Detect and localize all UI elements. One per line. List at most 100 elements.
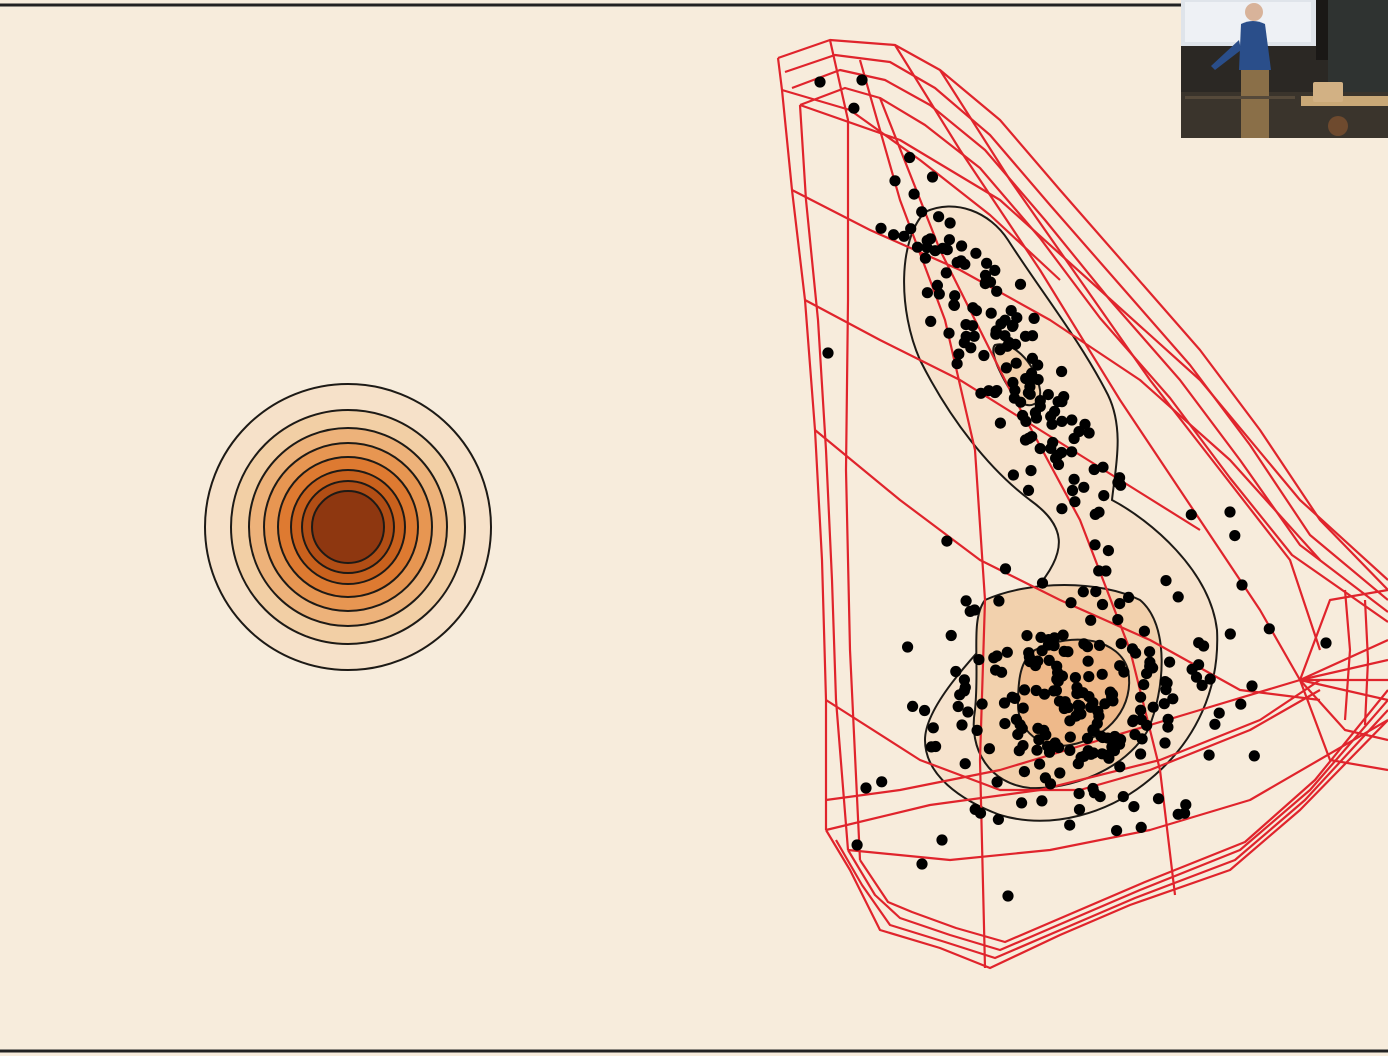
sample-point	[1248, 750, 1260, 762]
sample-point	[927, 722, 939, 734]
sample-point	[1064, 731, 1076, 743]
sample-point	[1035, 631, 1047, 644]
sample-point	[943, 327, 955, 339]
sample-point	[994, 417, 1007, 429]
sample-point	[958, 685, 970, 697]
sample-point	[1023, 647, 1035, 659]
sample-point	[1180, 799, 1192, 811]
sample-point	[936, 834, 948, 846]
sample-point	[1112, 614, 1124, 626]
sample-point	[991, 650, 1003, 662]
sample-point	[1069, 496, 1081, 508]
lecturer-video-overlay	[1181, 0, 1388, 138]
sample-point	[1096, 668, 1108, 680]
lecturer-figure	[1211, 3, 1271, 138]
sample-point	[907, 700, 919, 713]
sample-point	[1198, 640, 1210, 652]
deformed-grid-mesh	[776, 38, 1388, 970]
sample-point	[1135, 704, 1147, 716]
sample-point	[1073, 788, 1085, 800]
sample-point	[1162, 713, 1174, 725]
sample-point	[1152, 793, 1165, 805]
mesh-line-2	[784, 53, 1388, 601]
sample-point	[959, 258, 971, 270]
sample-point	[1034, 443, 1046, 455]
sample-point	[1179, 807, 1191, 819]
sample-point	[1010, 713, 1023, 726]
sample-point	[960, 595, 972, 607]
sample-point	[904, 151, 916, 164]
sample-point	[1114, 761, 1126, 773]
mesh-line-12	[858, 59, 987, 969]
sample-point	[1185, 509, 1197, 521]
sample-point	[1008, 392, 1021, 404]
sample-point	[1085, 701, 1097, 713]
sample-point	[1042, 740, 1054, 752]
mesh-line-1	[777, 38, 1388, 591]
sample-point	[1159, 737, 1171, 749]
mesh-line-21	[847, 719, 1388, 862]
sample-point	[978, 349, 990, 362]
sample-point	[1144, 646, 1156, 658]
sample-point	[989, 264, 1001, 276]
sample-point	[999, 718, 1011, 730]
sample-point	[1009, 692, 1021, 705]
sample-point	[1032, 722, 1044, 735]
sample-point	[1102, 732, 1114, 744]
sample-point	[1102, 545, 1114, 557]
sample-point	[1017, 409, 1029, 422]
sample-point	[926, 171, 939, 183]
sample-point	[1002, 890, 1014, 902]
sample-point	[1203, 749, 1215, 761]
sample-point	[1089, 508, 1101, 520]
sample-point	[1066, 446, 1078, 458]
sample-point	[1036, 795, 1048, 807]
sample-point	[993, 595, 1005, 607]
sample-point	[1087, 782, 1099, 795]
sample-point	[1050, 684, 1062, 697]
mesh-line-11	[828, 39, 862, 861]
sample-point	[933, 211, 945, 223]
sample-point	[1320, 637, 1332, 649]
mesh-line-17	[791, 189, 1321, 561]
sample-point	[876, 776, 888, 788]
sample-point	[1052, 458, 1065, 471]
sample-point	[970, 305, 983, 317]
sample-point	[1090, 586, 1102, 598]
sample-point	[1236, 579, 1248, 591]
sample-point	[1053, 742, 1065, 754]
sample-point	[940, 267, 952, 279]
sample-point	[960, 330, 972, 343]
sample-point	[969, 604, 981, 616]
mesh-line-16	[799, 103, 1388, 581]
sample-point	[1209, 718, 1221, 730]
sample-point	[1043, 654, 1055, 667]
sample-point	[1068, 473, 1080, 485]
sample-point	[999, 314, 1011, 326]
sample-point	[1135, 748, 1147, 760]
sample-point	[1056, 670, 1068, 682]
sample-point	[1069, 672, 1081, 684]
sample-point	[1114, 738, 1126, 750]
sample-point	[981, 257, 993, 269]
mesh-line-15	[939, 69, 1322, 651]
sample-point	[1100, 565, 1112, 577]
sample-point	[1065, 597, 1077, 609]
sample-point	[1056, 415, 1068, 427]
sample-point	[1042, 389, 1054, 401]
sample-point	[985, 307, 997, 319]
mesh-line-9	[776, 57, 828, 830]
sample-point	[1138, 679, 1150, 691]
sample-point	[908, 188, 920, 200]
sample-point	[1064, 819, 1076, 831]
mesh-line-31	[1343, 589, 1352, 721]
sample-point	[1246, 680, 1258, 692]
sample-point	[919, 252, 932, 264]
sample-point	[1093, 639, 1106, 652]
sample-point	[1114, 660, 1126, 672]
sample-point	[888, 229, 900, 241]
sample-point	[822, 347, 834, 359]
mesh-line-18	[814, 429, 1321, 702]
sample-point	[1235, 698, 1247, 710]
